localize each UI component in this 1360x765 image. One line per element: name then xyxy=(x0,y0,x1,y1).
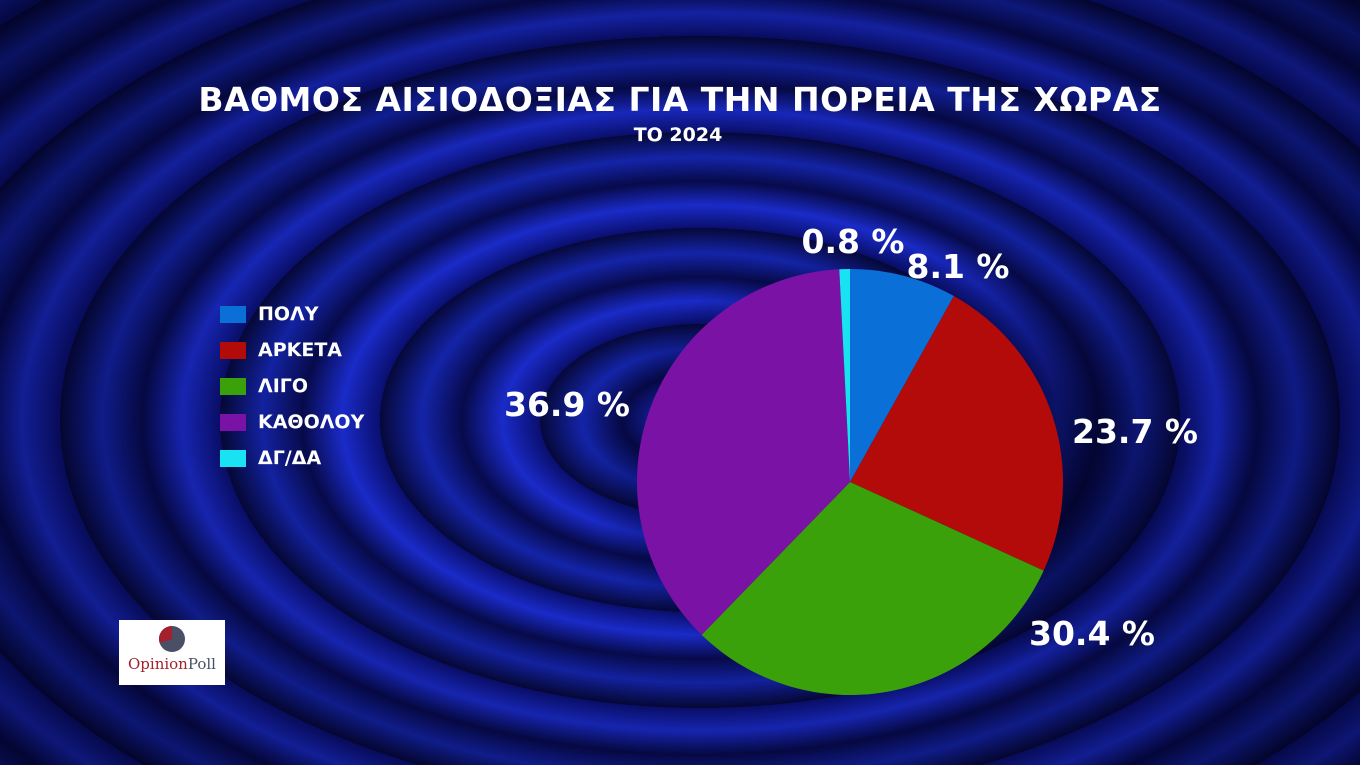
logo-text: OpinionPoll xyxy=(119,655,225,673)
pie-slice-arketa xyxy=(850,296,1063,571)
value-label-dgda: 0.8 % xyxy=(801,222,904,261)
legend-swatch xyxy=(220,305,246,323)
logo-circle-icon xyxy=(159,626,185,652)
legend-swatch xyxy=(220,413,246,431)
opinion-poll-logo: OpinionPoll xyxy=(119,620,225,685)
chart-legend: ΠΟΛΥ ΑΡΚΕΤΑ ΛΙΓΟ ΚΑΘΟΛΟΥ ΔΓ/ΔΑ xyxy=(220,296,364,476)
value-label-katholou: 36.9 % xyxy=(504,385,630,424)
value-label-ligo: 30.4 % xyxy=(1029,614,1155,653)
legend-item-katholou: ΚΑΘΟΛΟΥ xyxy=(220,404,364,440)
pie-slice-ligo xyxy=(701,482,1044,695)
legend-swatch xyxy=(220,377,246,395)
legend-item-dgda: ΔΓ/ΔΑ xyxy=(220,440,364,476)
pie-value-labels: 8.1 % 23.7 % 30.4 % 36.9 % 0.8 % xyxy=(504,222,1198,653)
pie-slices xyxy=(637,269,1063,695)
legend-item-ligo: ΛΙΓΟ xyxy=(220,368,364,404)
pie-slice-dgda xyxy=(839,269,850,482)
pie-slice-poly xyxy=(850,269,954,482)
legend-swatch xyxy=(220,341,246,359)
legend-label: ΔΓ/ΔΑ xyxy=(258,447,322,469)
legend-item-poly: ΠΟΛΥ xyxy=(220,296,364,332)
legend-label: ΚΑΘΟΛΟΥ xyxy=(258,411,365,433)
legend-label: ΛΙΓΟ xyxy=(258,375,309,397)
legend-item-arketa: ΑΡΚΕΤΑ xyxy=(220,332,364,368)
logo-text-poll: Poll xyxy=(187,655,216,673)
logo-text-opinion: Opinion xyxy=(128,655,188,673)
legend-swatch xyxy=(220,449,246,467)
pie-slice-katholou xyxy=(637,269,850,635)
chart-subtitle: ΤΟ 2024 xyxy=(633,124,723,146)
legend-label: ΑΡΚΕΤΑ xyxy=(258,339,342,361)
value-label-arketa: 23.7 % xyxy=(1072,412,1198,451)
chart-title: ΒΑΘΜΟΣ ΑΙΣΙΟΔΟΞΙΑΣ ΓΙΑ ΤΗΝ ΠΟΡΕΙΑ ΤΗΣ ΧΩ… xyxy=(198,80,1162,119)
value-label-poly: 8.1 % xyxy=(906,247,1009,286)
legend-label: ΠΟΛΥ xyxy=(258,303,319,325)
